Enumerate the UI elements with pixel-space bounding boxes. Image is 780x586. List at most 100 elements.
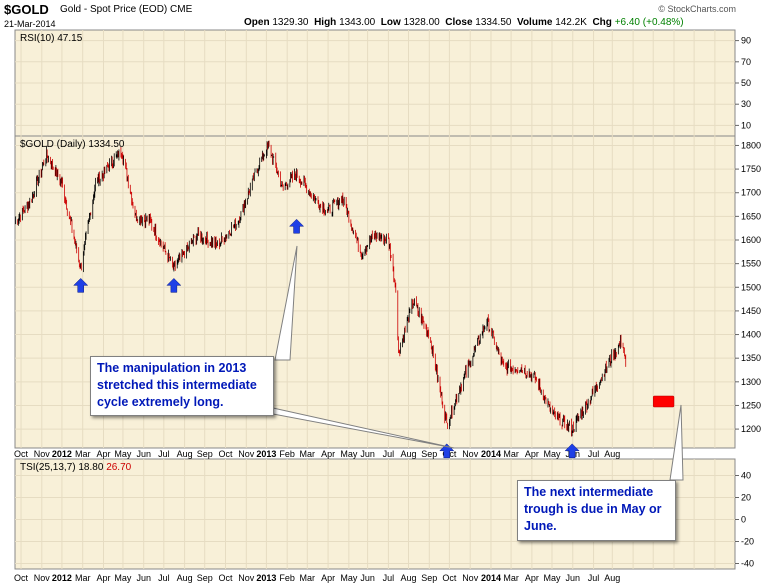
price-y-tick-label: 1250 <box>741 400 761 410</box>
x-tick-label: Nov <box>462 449 479 459</box>
x-tick-label: Nov <box>462 573 479 583</box>
tsi-y-tick-label: 20 <box>741 493 751 503</box>
x-tick-label: Jul <box>383 449 395 459</box>
price-y-tick-label: 1500 <box>741 282 761 292</box>
high-label: High <box>314 17 337 28</box>
tsi-y-tick-label: 0 <box>741 515 746 525</box>
x-tick-label: Mar <box>75 573 91 583</box>
x-tick-label: 2013 <box>256 449 276 459</box>
x-tick-label: Jun <box>136 573 151 583</box>
x-tick-label: Feb <box>279 573 295 583</box>
rsi-y-tick-label: 30 <box>741 99 751 109</box>
rsi-y-tick-label: 90 <box>741 36 751 46</box>
x-tick-label: May <box>543 449 561 459</box>
chg-label: Chg <box>592 17 612 28</box>
trough-arrow-icon <box>288 218 305 234</box>
svg-text:$GOLD (Daily) 1334.50: $GOLD (Daily) 1334.50 <box>20 139 125 150</box>
close-label: Close <box>445 17 473 28</box>
chg-value: +6.40 (+0.48%) <box>614 17 684 28</box>
x-tick-label: Mar <box>503 573 519 583</box>
x-tick-label: Jun <box>136 449 151 459</box>
x-tick-label: Jun <box>360 573 375 583</box>
target-box <box>652 395 675 408</box>
x-tick-label: Jul <box>588 449 600 459</box>
tsi-signal-value: 26.70 <box>106 462 131 473</box>
x-tick-label: Aug <box>177 449 193 459</box>
tsi-y-tick-label: -40 <box>741 559 754 569</box>
x-tick-label: Feb <box>279 449 295 459</box>
grid-layer <box>15 30 735 569</box>
trough-arrow-icon <box>564 443 580 459</box>
low-value: 1328.00 <box>403 17 440 28</box>
x-tick-label: Apr <box>525 449 539 459</box>
chart-symbol: $GOLD <box>4 2 49 17</box>
high-value: 1343.00 <box>339 17 376 28</box>
x-tick-label: Oct <box>14 449 29 459</box>
chart-date: 21-Mar-2014 <box>4 19 56 29</box>
price-y-tick-label: 1700 <box>741 188 761 198</box>
x-tick-label: Mar <box>300 449 316 459</box>
tsi-y-tick-label: -20 <box>741 537 754 547</box>
x-tick-label: Jul <box>383 573 395 583</box>
svg-text:TSI(25,13,7) 18.80 26.: TSI(25,13,7) 18.80 26.70 <box>20 462 132 473</box>
x-tick-label: Oct <box>218 449 233 459</box>
x-tick-label: Sep <box>421 449 437 459</box>
callout-pointer <box>669 404 684 481</box>
x-tick-label: Jul <box>158 573 170 583</box>
x-tick-label: 2014 <box>481 573 501 583</box>
price-y-tick-label: 1350 <box>741 353 761 363</box>
x-tick-label: Apr <box>321 573 335 583</box>
tsi-line-value: 18.80 <box>78 462 103 473</box>
candles-layer <box>15 140 627 437</box>
x-tick-label: Nov <box>34 573 51 583</box>
annotation-next-trough: The next intermediate trough is due in M… <box>517 480 676 541</box>
tsi-label: TSI(25,13,7) <box>20 462 76 473</box>
x-tick-label: Sep <box>197 449 213 459</box>
x-tick-label: Sep <box>421 573 437 583</box>
svg-text:RSI(10) 47.15: RSI(10) 47.15 <box>20 33 83 44</box>
volume-value: 142.2K <box>555 17 587 28</box>
price-label: $GOLD (Daily) 1334.50 <box>20 139 125 150</box>
x-tick-label: 2012 <box>52 573 72 583</box>
x-tick-label: Mar <box>503 449 519 459</box>
x-tick-label: Mar <box>75 449 91 459</box>
annotation-manipulation: The manipulation in 2013 stretched this … <box>90 356 274 416</box>
rsi-y-tick-label: 50 <box>741 78 751 88</box>
price-y-tick-label: 1800 <box>741 140 761 150</box>
price-y-tick-label: 1400 <box>741 330 761 340</box>
x-tick-label: Sep <box>197 573 213 583</box>
tsi-y-tick-label: 40 <box>741 471 751 481</box>
x-tick-label: Aug <box>604 449 620 459</box>
x-tick-label: Apr <box>96 449 110 459</box>
x-tick-label: Oct <box>14 573 29 583</box>
x-tick-label: May <box>114 573 132 583</box>
x-tick-label: Aug <box>177 573 193 583</box>
rsi-label: RSI(10) 47.15 <box>20 33 83 44</box>
x-tick-label: May <box>114 449 132 459</box>
x-tick-label: Nov <box>238 573 255 583</box>
x-tick-label: Jul <box>158 449 170 459</box>
x-tick-label: 2013 <box>256 573 276 583</box>
x-tick-label: May <box>340 573 358 583</box>
x-tick-label: Mar <box>300 573 316 583</box>
x-tick-label: 2014 <box>481 449 501 459</box>
low-label: Low <box>380 17 401 28</box>
x-tick-label: May <box>340 449 358 459</box>
x-tick-label: Aug <box>401 573 417 583</box>
price-y-tick-label: 1600 <box>741 235 761 245</box>
x-tick-label: Nov <box>238 449 255 459</box>
x-tick-label: 2012 <box>52 449 72 459</box>
open-label: Open <box>244 17 270 28</box>
trough-arrow-icon <box>166 278 182 293</box>
callout-pointer <box>274 245 298 361</box>
rsi-y-tick-label: 10 <box>741 120 751 130</box>
x-tick-label: Apr <box>525 573 539 583</box>
exchange-name: CME <box>170 4 193 15</box>
x-tick-label: Oct <box>218 573 233 583</box>
x-tick-label: May <box>543 573 561 583</box>
close-value: 1334.50 <box>475 17 512 28</box>
price-y-tick-label: 1300 <box>741 377 761 387</box>
volume-label: Volume <box>517 17 553 28</box>
marker-layer <box>73 218 675 459</box>
rsi-y-tick-label: 70 <box>741 57 751 67</box>
